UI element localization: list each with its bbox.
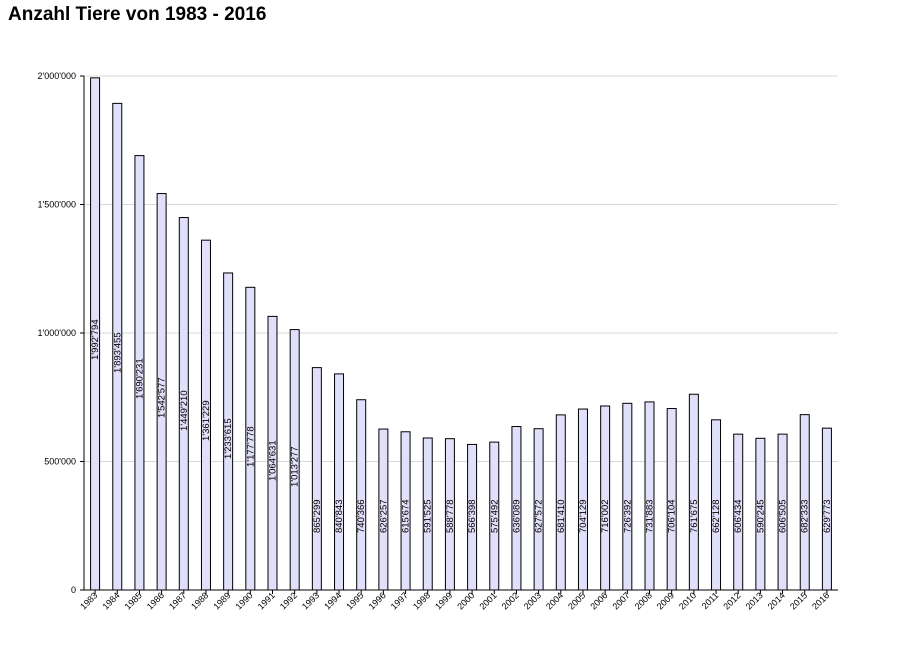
y-tick-label: 2'000'000 [38, 71, 76, 81]
data-label: 1'177'778 [245, 426, 256, 467]
x-tick-label: 1988 [189, 590, 210, 611]
x-tick-label: 2011 [700, 590, 721, 611]
x-tick-label: 2016 [810, 590, 831, 611]
x-tick-label: 2005 [566, 590, 587, 611]
data-label: 615'674 [401, 499, 412, 533]
x-tick-label: 1989 [211, 590, 232, 611]
x-tick-label: 1997 [389, 590, 410, 611]
x-tick-label: 1984 [100, 590, 121, 611]
data-label: 761'675 [689, 499, 700, 533]
x-tick-label: 1999 [433, 590, 454, 611]
x-tick-label: 2010 [677, 590, 698, 611]
gridlines [84, 75, 838, 462]
data-labels: 1'992'794 1'893'455 1'690'231 1'542'577 1'44… [90, 319, 833, 533]
x-tick-label: 2012 [721, 590, 742, 611]
bar [622, 402, 633, 591]
x-tick-label: 2002 [500, 590, 521, 611]
data-label: 840'843 [334, 499, 345, 533]
data-label: 566'398 [467, 499, 478, 533]
x-tick-label: 1985 [123, 590, 144, 611]
bar [334, 373, 345, 591]
x-tick-label: 2013 [744, 590, 765, 611]
x-tick-label: 1987 [167, 590, 188, 611]
data-label: 740'366 [356, 499, 367, 533]
y-tick-label: 500'000 [44, 457, 76, 467]
x-tick-label: 1996 [367, 590, 388, 611]
y-tick-label: 1'500'000 [38, 200, 76, 210]
data-label: 731'883 [645, 499, 656, 533]
x-tick-label: 2009 [655, 590, 676, 611]
bar [666, 408, 677, 591]
data-label: 1'064'631 [268, 440, 279, 481]
x-tick-label: 2006 [588, 590, 609, 611]
data-label: 726'392 [622, 499, 633, 533]
x-tick-label: 1991 [256, 590, 277, 611]
x-tick-label: 1992 [278, 590, 299, 611]
bar [644, 401, 655, 591]
x-tick-label: 2007 [611, 590, 632, 611]
y-tick-label: 0 [71, 585, 76, 595]
data-label: 606'434 [733, 499, 744, 533]
y-tick-label: 1'000'000 [38, 328, 76, 338]
data-label: 627'572 [534, 499, 545, 533]
data-label: 626'257 [378, 499, 389, 533]
x-tick-label: 2001 [477, 590, 498, 611]
data-label: 662'128 [711, 499, 722, 533]
data-label: 1'233'615 [223, 418, 234, 459]
x-tick-label: 2000 [455, 590, 476, 611]
data-label: 1'542'577 [157, 377, 168, 418]
data-label: 606'505 [778, 499, 789, 533]
x-tick-label: 1983 [78, 590, 99, 611]
data-label: 681'410 [556, 499, 567, 533]
bar [356, 399, 367, 591]
data-label: 1'361'229 [201, 400, 212, 441]
data-label: 591'525 [423, 499, 434, 533]
bar [600, 405, 611, 591]
x-tick-label: 2014 [766, 590, 787, 611]
x-tick-label: 2008 [633, 590, 654, 611]
x-tick-label: 1995 [344, 590, 365, 611]
bar [688, 393, 699, 591]
bar [311, 367, 322, 591]
x-tick-label: 2015 [788, 590, 809, 611]
x-tick-label: 2003 [522, 590, 543, 611]
y-axis-ticks: 0 500'000 1'000'000 1'500'000 2'000'000 [38, 71, 84, 595]
data-label: 716'002 [600, 499, 611, 533]
chart-title: Anzahl Tiere von 1983 - 2016 [8, 4, 267, 25]
bars [90, 77, 832, 591]
x-tick-label: 1993 [300, 590, 321, 611]
data-label: 704'129 [578, 499, 589, 533]
data-label: 1'449'210 [179, 390, 190, 431]
data-label: 706'104 [667, 499, 678, 533]
x-tick-label: 1994 [322, 590, 343, 611]
x-tick-label: 2004 [544, 590, 565, 611]
x-tick-label: 1986 [145, 590, 166, 611]
data-label: 1'893'455 [112, 332, 123, 373]
x-tick-label: 1998 [411, 590, 432, 611]
data-label: 588'778 [445, 499, 456, 533]
data-label: 1'690'231 [134, 358, 145, 399]
data-label: 575'492 [489, 499, 500, 533]
data-label: 636'089 [511, 499, 522, 533]
data-label: 682'333 [800, 499, 811, 533]
data-label: 865'299 [312, 499, 323, 533]
data-label: 1'992'794 [90, 319, 101, 360]
x-tick-label: 1990 [234, 590, 255, 611]
data-label: 1'013'277 [290, 446, 301, 487]
data-label: 629'773 [822, 499, 833, 533]
x-axis-ticks: 1983 1984 1985 1986 1987 1988 1989 1990 1991 1992… [78, 590, 831, 612]
data-label: 590'245 [755, 499, 766, 533]
